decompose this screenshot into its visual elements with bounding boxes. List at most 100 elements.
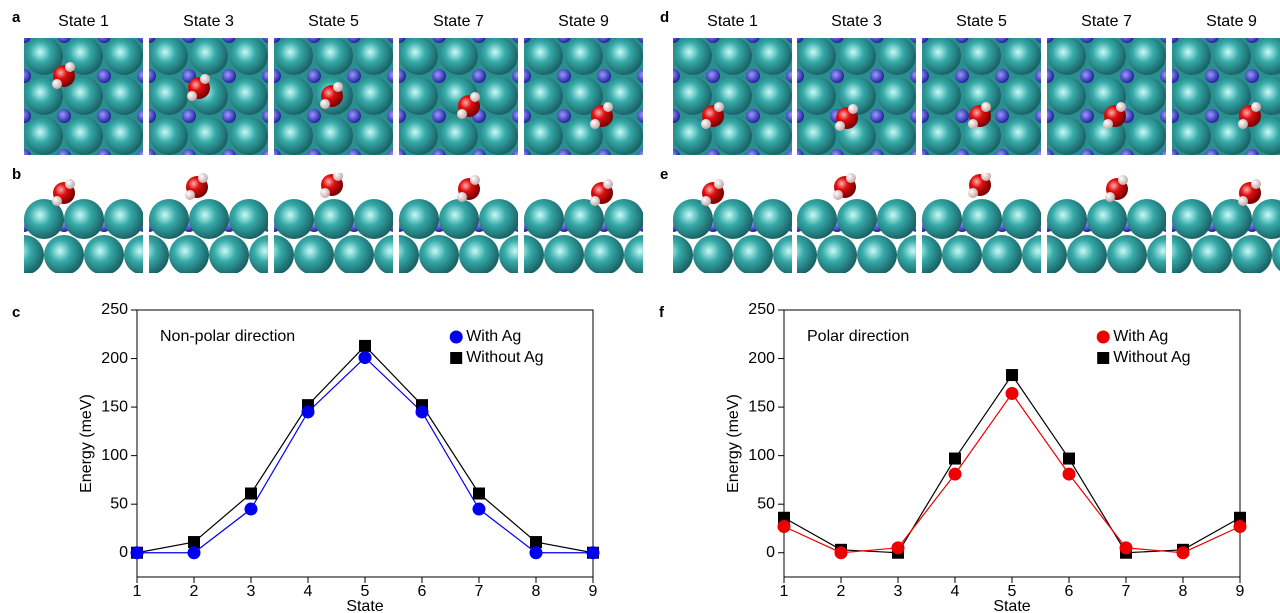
atom	[399, 199, 439, 239]
blue-atom	[262, 29, 276, 43]
atom	[878, 77, 916, 115]
atom	[1002, 199, 1042, 239]
atom	[150, 77, 188, 115]
atom	[624, 235, 664, 275]
blue-atom	[262, 149, 276, 163]
atom	[1107, 235, 1147, 275]
blue-atom	[1120, 69, 1134, 83]
atom	[918, 157, 956, 195]
legend-label: Without Ag	[1113, 349, 1190, 366]
blue-atom	[347, 69, 361, 83]
blue-atom	[597, 29, 611, 43]
atom	[1003, 157, 1041, 195]
state-label: State 1	[58, 13, 109, 30]
blue-atom	[790, 149, 804, 163]
hydrogen	[200, 74, 210, 84]
blue-atom	[1120, 29, 1134, 43]
blue-atom	[597, 69, 611, 83]
hydrogen	[835, 121, 845, 131]
blue-atom	[1080, 69, 1094, 83]
blue-atom	[262, 69, 276, 83]
x-tick-label: 8	[1179, 583, 1188, 600]
atom	[480, 157, 518, 195]
atom	[65, 117, 103, 155]
blue-atom	[830, 69, 844, 83]
marker	[949, 453, 961, 465]
blue-atom	[557, 109, 571, 123]
y-tick-label: 250	[748, 301, 775, 318]
atom	[1192, 235, 1232, 275]
blue-atom	[790, 109, 804, 123]
blue-atom	[97, 109, 111, 123]
atom	[274, 199, 314, 239]
blue-atom	[392, 29, 406, 43]
atom	[798, 77, 836, 115]
atom	[230, 77, 268, 115]
series-line	[784, 393, 1240, 552]
blue-atom	[222, 69, 236, 83]
atom	[1128, 157, 1166, 195]
blue-atom	[915, 149, 929, 163]
blue-atom	[262, 109, 276, 123]
atom	[525, 157, 563, 195]
y-axis-label: Energy (meV)	[725, 394, 742, 493]
atom	[480, 117, 518, 155]
atom	[315, 117, 353, 155]
atom	[355, 157, 393, 195]
blue-atom	[1035, 149, 1049, 163]
atom	[798, 117, 836, 155]
y-tick-label: 200	[101, 350, 128, 367]
atom	[1048, 117, 1086, 155]
marker	[188, 546, 201, 559]
marker	[892, 541, 905, 554]
atom	[962, 199, 1002, 239]
hydrogen	[1251, 102, 1261, 112]
panel-label: e	[660, 166, 668, 183]
hydrogen	[52, 196, 62, 206]
blue-atom	[706, 149, 720, 163]
atom	[923, 37, 961, 75]
panel-label: f	[659, 304, 665, 321]
blue-atom	[830, 149, 844, 163]
atom	[733, 235, 773, 275]
blue-atom	[597, 149, 611, 163]
blue-atom	[637, 29, 651, 43]
marker	[1006, 369, 1018, 381]
marker	[949, 468, 962, 481]
atom	[1272, 235, 1280, 275]
atom	[84, 235, 124, 275]
atom	[1128, 37, 1166, 75]
hydrogen	[333, 82, 343, 92]
atom	[294, 235, 334, 275]
blue-atom	[1245, 29, 1259, 43]
atom	[1088, 37, 1126, 75]
marker	[835, 546, 848, 559]
blue-atom	[57, 29, 71, 43]
atom	[1087, 199, 1127, 239]
blue-atom	[1080, 29, 1094, 43]
hydrogen	[981, 102, 991, 112]
blue-atom	[142, 29, 156, 43]
marker	[416, 405, 429, 418]
blue-atom	[1080, 149, 1094, 163]
blue-atom	[392, 149, 406, 163]
hydrogen	[603, 102, 613, 112]
series-line	[137, 346, 593, 553]
atom	[1047, 199, 1087, 239]
blue-atom	[1205, 69, 1219, 83]
atom	[922, 199, 962, 239]
blue-atom	[995, 69, 1009, 83]
hydrogen	[848, 104, 858, 114]
x-tick-label: 6	[418, 583, 427, 600]
atom	[105, 157, 143, 195]
atom	[400, 117, 438, 155]
atom	[1172, 199, 1212, 239]
atom	[230, 37, 268, 75]
marker	[530, 546, 543, 559]
state-label: State 7	[433, 13, 484, 30]
atom	[440, 117, 478, 155]
atom	[1173, 37, 1211, 75]
atom	[480, 77, 518, 115]
atom	[419, 235, 459, 275]
blue-atom	[517, 69, 531, 83]
